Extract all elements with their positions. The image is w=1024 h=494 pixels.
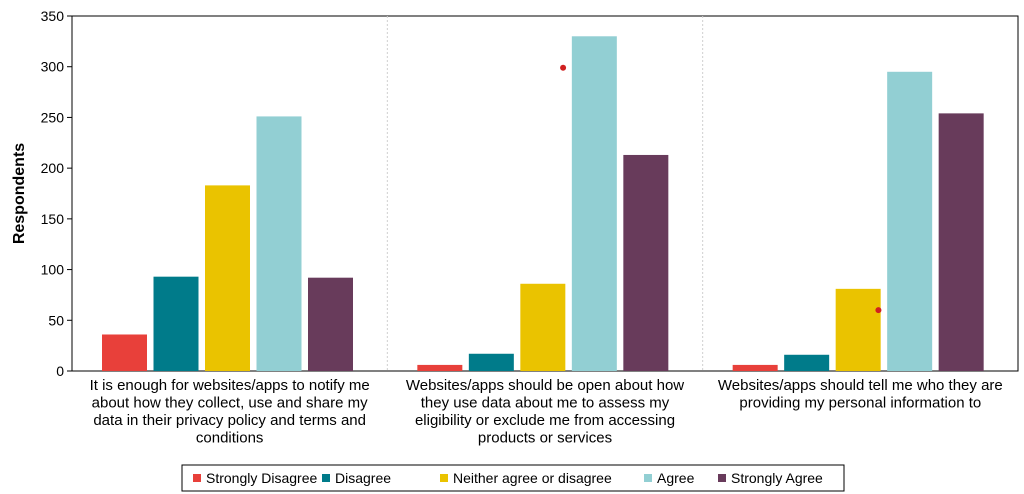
y-tick-label: 350 [41,8,65,24]
chart-labels: It is enough for websites/apps to notify… [90,377,1003,447]
y-tick-label: 250 [41,109,65,125]
legend-swatch-4 [718,474,726,482]
marker-dot-0 [560,64,567,71]
bar-disagree-2 [784,354,830,371]
bar-neither-agree-or-disagree-1 [520,283,566,371]
y-tick-label: 100 [41,262,65,278]
bar-strongly-agree-0 [308,277,353,371]
category-label-1: Websites/apps should be open about how th… [406,377,684,447]
legend-swatch-1 [322,474,330,482]
legend-label-2: Neither agree or disagree [453,470,612,486]
category-label-0: It is enough for websites/apps to notify… [90,377,370,447]
bar-strongly-agree-2 [938,113,984,371]
bar-agree-2 [887,71,933,372]
legend-swatch-3 [644,474,652,482]
bar-strongly-agree-1 [623,154,669,371]
y-tick-label: 0 [56,363,64,379]
bar-neither-agree-or-disagree-0 [205,185,250,371]
y-tick-label: 50 [48,312,64,328]
legend-swatch-2 [440,474,448,482]
legend-swatch-0 [193,474,201,482]
bar-strongly-disagree-0 [102,334,147,371]
bar-strongly-disagree-1 [417,364,463,371]
category-label-2: Websites/apps should tell me who they ar… [718,377,1003,412]
marker-dot-1 [875,307,882,314]
y-tick-label: 200 [41,160,65,176]
legend-label-4: Strongly Agree [731,470,823,486]
bar-agree-1 [571,36,617,372]
bar-disagree-1 [468,353,514,371]
bar-agree-0 [256,116,302,372]
legend-label-0: Strongly Disagree [206,470,317,486]
bar-strongly-disagree-2 [732,364,778,371]
y-tick-label: 300 [41,59,65,75]
y-axis-label: Respondents [11,143,28,244]
legend-label-1: Disagree [335,470,391,486]
bar-disagree-0 [153,276,199,371]
y-tick-label: 150 [41,211,65,227]
legend-box [181,464,845,492]
chart-bars [102,36,984,372]
legend-label-3: Agree [657,470,695,486]
bar-neither-agree-or-disagree-2 [835,288,881,371]
chart-legend: Strongly Disagree Disagree Neither agree o… [181,464,845,492]
